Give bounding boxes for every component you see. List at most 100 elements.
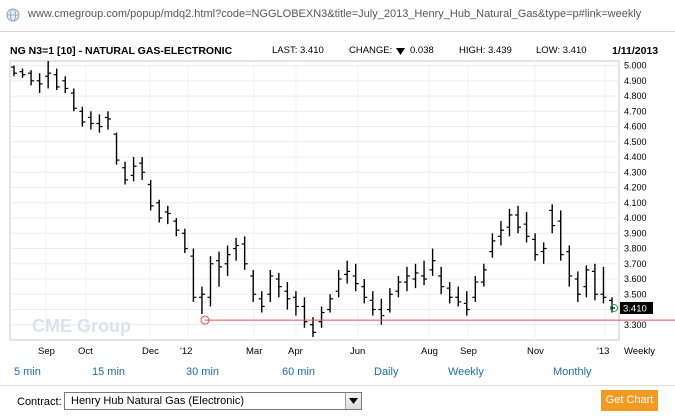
quote-header: NG N3=1 [10] - NATURAL GAS-ELECTRONIC LA… (0, 34, 675, 58)
y-tick-label: 4.600 (624, 122, 647, 132)
last-price-marker (610, 303, 618, 312)
ohlc-bar (233, 237, 240, 261)
y-tick-label: 3.800 (624, 244, 647, 254)
ohlc-bar (489, 233, 496, 258)
timeframe-60min-link[interactable]: 60 min (282, 366, 316, 378)
y-tick-label: 4.300 (624, 167, 647, 177)
ohlc-bar (549, 204, 556, 234)
ohlc-bar (267, 269, 274, 302)
ohlc-bar (224, 245, 231, 276)
ohlc-series (11, 61, 615, 337)
x-tick-label: Mar (246, 346, 262, 357)
x-tick-label: '13 (597, 346, 609, 357)
globe-icon (6, 8, 20, 22)
x-tick-label: '12 (180, 346, 192, 357)
change-value: 0.038 (410, 45, 434, 56)
address-bar[interactable]: www.cmegroup.com/popup/mdq2.html?code=NG… (0, 0, 675, 32)
ohlc-bar (403, 266, 410, 292)
y-tick-label: 3.700 (624, 259, 647, 269)
ohlc-bar (45, 61, 52, 89)
ohlc-bar (70, 88, 77, 112)
y-tick-label: 3.500 (624, 289, 647, 299)
x-tick-label: Jun (350, 346, 365, 357)
get-chart-button[interactable]: Get Chart (601, 390, 658, 411)
y-tick-label: 3.300 (624, 320, 647, 330)
ohlc-bar (421, 260, 428, 286)
ohlc-bar (395, 275, 402, 298)
watermark: CME Group (32, 316, 131, 336)
ohlc-bar (369, 291, 376, 316)
ohlc-bar (574, 271, 581, 302)
quote-date: 1/11/2013 (612, 45, 659, 57)
x-tick-label: Dec (142, 346, 159, 357)
support-marker (200, 315, 210, 325)
low-price: LOW: 3.410 (536, 45, 587, 56)
contract-form: Contract: Henry Hub Natural Gas (Electro… (0, 385, 675, 416)
ohlc-bar (207, 256, 214, 307)
ohlc-bar (190, 248, 197, 302)
ohlc-bar (79, 106, 86, 127)
ohlc-bar (250, 269, 257, 302)
chevron-down-icon[interactable] (345, 393, 361, 409)
ohlc-bar (104, 111, 111, 130)
ohlc-bar (515, 205, 522, 234)
ohlc-bar (412, 263, 419, 289)
y-tick-label: 4.500 (624, 137, 647, 147)
ohlc-bar (532, 233, 539, 261)
contract-select[interactable]: Henry Hub Natural Gas (Electronic) (64, 392, 362, 410)
symbol-title: NG N3=1 [10] - NATURAL GAS-ELECTRONIC (10, 45, 233, 57)
timeframe-daily-link[interactable]: Daily (374, 366, 399, 378)
plot-frame (9, 60, 620, 341)
ohlc-bar (463, 291, 470, 316)
ohlc-bar (139, 157, 146, 180)
last-price-label: 3.410 (623, 303, 647, 314)
y-tick-label: 4.700 (624, 106, 647, 116)
ohlc-bar (301, 297, 308, 328)
ohlc-bar (241, 236, 248, 270)
change-label: CHANGE: (349, 45, 393, 56)
ohlc-bar (258, 291, 265, 313)
x-tick-label: Apr (288, 346, 303, 357)
ohlc-bar (497, 221, 504, 246)
y-tick-label: 4.400 (624, 152, 647, 162)
ohlc-bar (36, 73, 43, 94)
timeframe-bar: 5 min 15 min 30 min 60 min Daily Weekly … (0, 362, 675, 380)
y-tick-label: 4.200 (624, 183, 647, 193)
ohlc-bar (480, 263, 487, 287)
ohlc-bar (335, 269, 342, 298)
timeframe-monthly-link[interactable]: Monthly (553, 366, 592, 378)
x-tick-label: Sep (460, 346, 477, 357)
timeframe-30min-link[interactable]: 30 min (186, 366, 220, 378)
ohlc-bar (344, 260, 351, 284)
ohlc-bar (540, 242, 547, 264)
grid (10, 61, 619, 340)
timeframe-15min-link[interactable]: 15 min (92, 366, 126, 378)
ohlc-bar (557, 210, 564, 261)
ohlc-bar (361, 279, 368, 304)
x-axis: Sep Oct Dec '12 Mar Apr Jun Aug Sep Nov '13 (38, 346, 609, 357)
ohlc-bar (156, 199, 163, 223)
ohlc-bar (506, 208, 513, 237)
ohlc-bar (96, 114, 103, 133)
ohlc-bar (173, 218, 180, 237)
ohlc-bar (438, 266, 445, 295)
contract-label: Contract: (17, 396, 62, 408)
last-price: LAST: 3.410 (272, 45, 324, 56)
ohlc-bar (11, 65, 17, 77)
timeframe-weekly-link[interactable]: Weekly (448, 366, 484, 378)
contract-select-value: Henry Hub Natural Gas (Electronic) (71, 395, 245, 407)
ohlc-bar (455, 286, 462, 307)
ohlc-chart: CME Group 5.000 4.900 4.800 4.700 4.600 4.500… (9, 60, 675, 357)
x-tick-label: Oct (78, 346, 93, 357)
y-tick-label: 4.800 (624, 91, 647, 101)
timeframe-5min-link[interactable]: 5 min (14, 366, 41, 378)
y-tick-label: 5.000 (624, 61, 647, 71)
ohlc-bar (352, 263, 359, 292)
down-triangle-icon (396, 47, 405, 58)
ohlc-bar (113, 132, 120, 165)
ohlc-bar (446, 282, 453, 304)
y-tick-label: 3.600 (624, 274, 647, 284)
y-axis: 5.000 4.900 4.800 4.700 4.600 4.500 4.400 4.300… (624, 61, 647, 330)
ohlc-bar (472, 275, 479, 302)
ohlc-bar (318, 306, 325, 328)
